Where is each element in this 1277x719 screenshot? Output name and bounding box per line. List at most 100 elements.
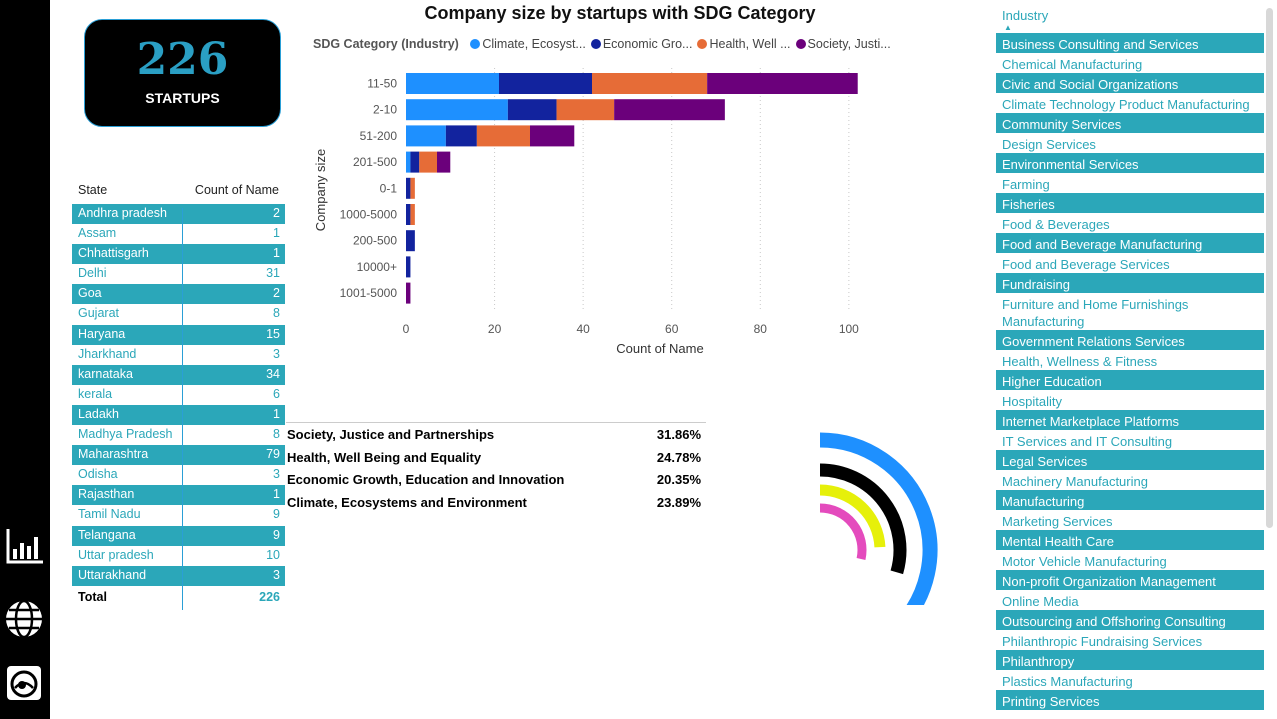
- slicer-item[interactable]: Fundraising: [996, 273, 1264, 293]
- table-row[interactable]: Uttar pradesh 10: [72, 545, 285, 566]
- sdg-category-percent: 24.78%: [656, 449, 701, 465]
- table-row[interactable]: Health, Well Being and Equality 24.78%: [286, 446, 706, 469]
- bar-segment[interactable]: [406, 177, 411, 199]
- bar-segment[interactable]: [445, 125, 477, 147]
- slicer-item[interactable]: Environmental Services: [996, 153, 1264, 173]
- column-header-count[interactable]: Count of Name: [194, 183, 279, 197]
- legend-item[interactable]: Climate, Ecosyst...: [470, 37, 586, 51]
- legend-item[interactable]: Society, Justi...: [795, 37, 891, 51]
- radial-arc[interactable]: [819, 503, 867, 560]
- table-row[interactable]: kerala 6: [72, 384, 285, 405]
- slicer-item[interactable]: Climate Technology Product Manufacturing: [996, 93, 1264, 113]
- bar-segment[interactable]: [406, 151, 411, 173]
- globe-icon[interactable]: [3, 598, 45, 640]
- table-row[interactable]: Telangana 9: [72, 525, 285, 546]
- table-row[interactable]: Maharashtra 79: [72, 445, 285, 466]
- slicer-item[interactable]: Plastics Manufacturing: [996, 670, 1264, 690]
- legend-item[interactable]: Health, Well ...: [697, 37, 791, 51]
- table-row[interactable]: Goa 2: [72, 284, 285, 305]
- bar-segment[interactable]: [406, 99, 508, 121]
- state-count: 1: [273, 487, 280, 502]
- table-row[interactable]: Gujarat 8: [72, 304, 285, 325]
- bar-segment[interactable]: [592, 73, 708, 94]
- slicer-item[interactable]: Marketing Services: [996, 510, 1264, 530]
- bar-segment[interactable]: [406, 230, 415, 252]
- table-row[interactable]: Haryana 15: [72, 324, 285, 345]
- slicer-item[interactable]: IT Services and IT Consulting: [996, 430, 1264, 450]
- bar-segment[interactable]: [406, 204, 411, 225]
- table-row[interactable]: Assam 1: [72, 224, 285, 245]
- slicer-item[interactable]: Civic and Social Organizations: [996, 73, 1264, 93]
- slicer-item[interactable]: Non-profit Organization Management: [996, 570, 1264, 590]
- table-row[interactable]: Chhattisgarh 1: [72, 244, 285, 265]
- table-row[interactable]: Climate, Ecosystems and Environment 23.89…: [286, 491, 706, 514]
- radial-arc[interactable]: [819, 432, 938, 605]
- slicer-scrollbar[interactable]: [1266, 8, 1273, 528]
- bar-segment[interactable]: [410, 151, 420, 173]
- bar-chart-icon[interactable]: [3, 525, 45, 567]
- slicer-item[interactable]: Internet Marketplace Platforms: [996, 410, 1264, 430]
- stacked-bar-chart[interactable]: 0 20 40 60 80 100 11-50 2-10 51-200 201-500 0-1 100…: [300, 60, 900, 360]
- slicer-item[interactable]: Food and Beverage Services: [996, 253, 1264, 273]
- slicer-item[interactable]: Outsourcing and Offshoring Consulting: [996, 610, 1264, 630]
- table-row[interactable]: Jharkhand 3: [72, 344, 285, 365]
- slicer-item[interactable]: Business Consulting and Services: [996, 33, 1264, 53]
- sort-caret-icon[interactable]: ▲: [1004, 23, 1012, 32]
- radial-bar-chart[interactable]: [810, 420, 960, 605]
- slicer-item[interactable]: Philanthropy: [996, 650, 1264, 670]
- state-name: Rajasthan: [78, 487, 135, 502]
- bar-segment[interactable]: [499, 73, 592, 94]
- bar-segment[interactable]: [419, 151, 437, 173]
- bar-segment[interactable]: [530, 125, 575, 147]
- slicer-item[interactable]: Mental Health Care: [996, 530, 1264, 550]
- table-row[interactable]: Delhi 31: [72, 264, 285, 285]
- bar-segment[interactable]: [507, 99, 557, 121]
- bar-segment[interactable]: [406, 282, 411, 304]
- bar-segment[interactable]: [437, 151, 451, 173]
- bar-segment[interactable]: [707, 73, 858, 94]
- slicer-item[interactable]: Health, Wellness & Fitness: [996, 350, 1264, 370]
- table-row[interactable]: Madhya Pradesh 8: [72, 425, 285, 446]
- radial-arc[interactable]: [819, 463, 907, 575]
- column-header-state[interactable]: State: [78, 183, 108, 197]
- slicer-item[interactable]: Legal Services: [996, 450, 1264, 470]
- bar-segment[interactable]: [406, 73, 499, 94]
- bar-segment[interactable]: [410, 204, 415, 225]
- bar-segment[interactable]: [410, 177, 415, 199]
- slicer-item[interactable]: Food & Beverages: [996, 213, 1264, 233]
- table-row[interactable]: Rajasthan 1: [72, 485, 285, 506]
- table-row[interactable]: Andhra pradesh 2: [72, 204, 285, 225]
- bar-segment[interactable]: [614, 99, 725, 121]
- slicer-item[interactable]: Design Services: [996, 133, 1264, 153]
- bar-segment[interactable]: [556, 99, 615, 121]
- legend-item[interactable]: Economic Gro...: [590, 37, 692, 51]
- slicer-item[interactable]: Philanthropic Fundraising Services: [996, 630, 1264, 650]
- slicer-item[interactable]: Fisheries: [996, 193, 1264, 213]
- table-row[interactable]: Odisha 3: [72, 465, 285, 486]
- slicer-item[interactable]: Printing Services: [996, 690, 1264, 710]
- slicer-item[interactable]: Community Services: [996, 113, 1264, 133]
- slicer-item[interactable]: Manufacturing: [996, 490, 1264, 510]
- table-row[interactable]: Economic Growth, Education and Innovatio…: [286, 468, 706, 491]
- circular-logo-icon[interactable]: [3, 662, 45, 704]
- slicer-item[interactable]: Higher Education: [996, 370, 1264, 390]
- table-row[interactable]: Uttarakhand 3: [72, 565, 285, 586]
- slicer-item[interactable]: Machinery Manufacturing: [996, 470, 1264, 490]
- slicer-item[interactable]: Furniture and Home Furnishings Manufactu…: [996, 293, 1264, 330]
- table-row[interactable]: Society, Justice and Partnerships 31.86%: [286, 423, 706, 446]
- slicer-item[interactable]: Motor Vehicle Manufacturing: [996, 550, 1264, 570]
- table-row[interactable]: Tamil Nadu 9: [72, 505, 285, 526]
- bar-segment[interactable]: [476, 125, 530, 147]
- table-row[interactable]: Ladakh 1: [72, 404, 285, 426]
- bar-segment[interactable]: [406, 125, 446, 147]
- table-row[interactable]: karnataka 34: [72, 364, 285, 385]
- radial-arc[interactable]: [819, 484, 886, 548]
- slicer-item[interactable]: Online Media: [996, 590, 1264, 610]
- slicer-item[interactable]: Government Relations Services: [996, 330, 1264, 350]
- slicer-item[interactable]: Food and Beverage Manufacturing: [996, 233, 1264, 253]
- slicer-item[interactable]: Chemical Manufacturing: [996, 53, 1264, 73]
- bar-segment[interactable]: [406, 256, 411, 278]
- slicer-item[interactable]: Farming: [996, 173, 1264, 193]
- slicer-header[interactable]: Industry ▲: [996, 4, 1264, 33]
- slicer-item[interactable]: Hospitality: [996, 390, 1264, 410]
